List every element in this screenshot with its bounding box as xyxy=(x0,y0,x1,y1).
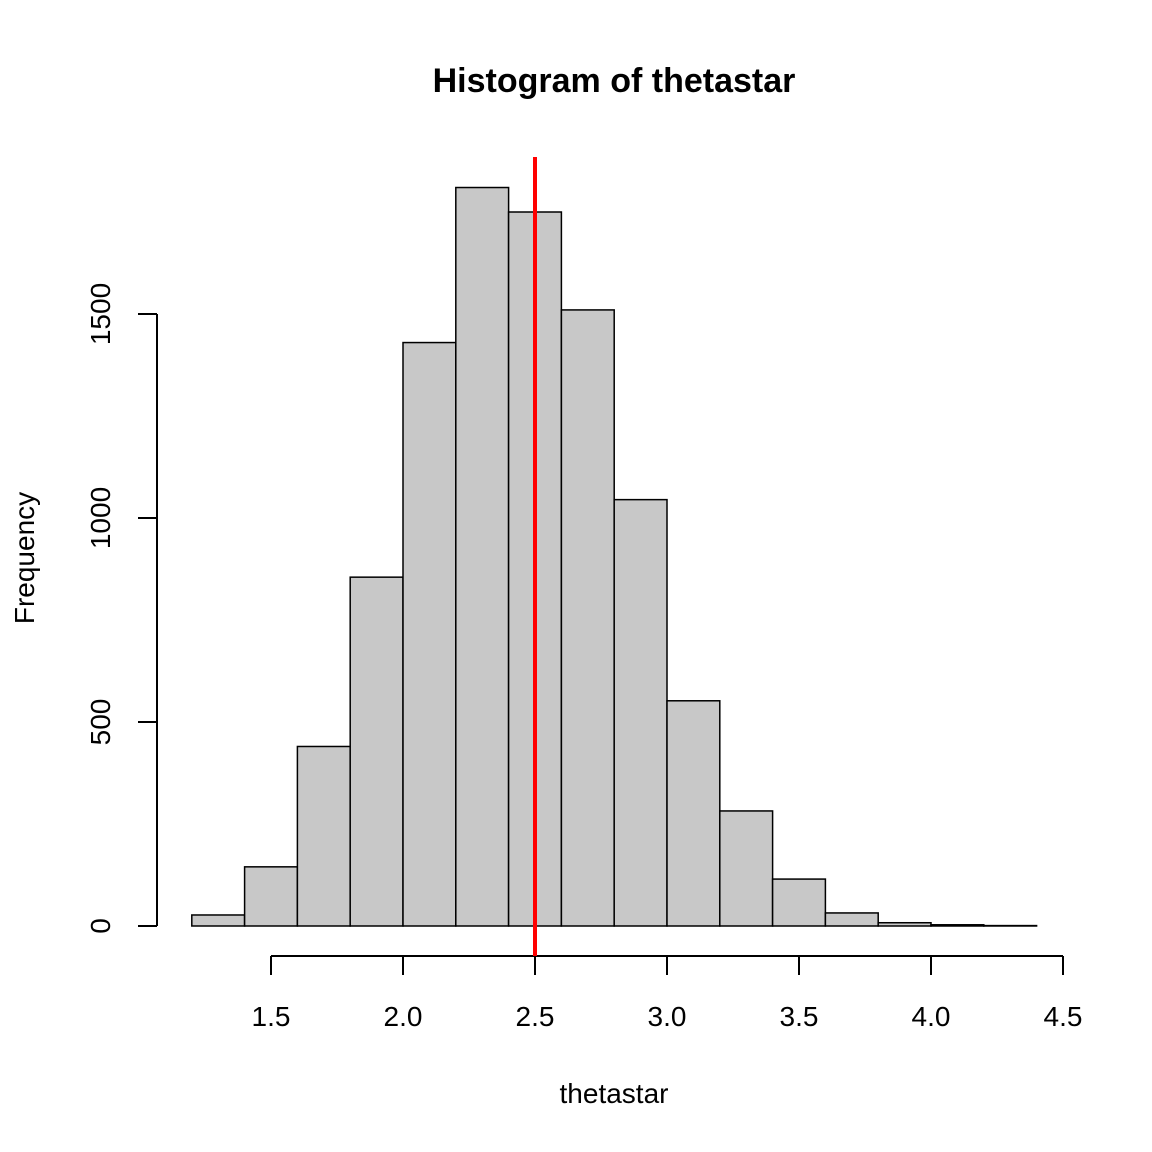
histogram-bar xyxy=(930,924,985,927)
x-tick-label: 3.5 xyxy=(780,1001,819,1032)
x-tick-label: 4.0 xyxy=(912,1001,951,1032)
x-tick-label: 4.5 xyxy=(1044,1001,1083,1032)
bars-group xyxy=(191,186,1038,927)
x-tick-label: 3.0 xyxy=(648,1001,687,1032)
histogram-bar xyxy=(877,921,932,927)
histogram-bar xyxy=(824,912,879,927)
histogram-bar xyxy=(191,914,246,927)
y-tick-label: 1000 xyxy=(85,487,116,549)
histogram-bar xyxy=(666,700,721,927)
histogram-bar xyxy=(771,878,827,927)
histogram-bar xyxy=(402,341,457,927)
histogram-bar xyxy=(455,186,510,927)
x-axis-label: thetastar xyxy=(560,1078,669,1109)
y-tick-label: 500 xyxy=(85,699,116,746)
histogram-bar xyxy=(296,745,351,927)
y-tick-label: 0 xyxy=(85,918,116,934)
y-tick-label: 1500 xyxy=(85,283,116,345)
x-tick-label: 2.5 xyxy=(516,1001,555,1032)
x-tick-label: 2.0 xyxy=(384,1001,423,1032)
y-axis: 0 500 1000 1500 xyxy=(85,283,158,934)
x-axis: 1.5 2.0 2.5 3.0 3.5 4.0 4.5 xyxy=(252,955,1083,1032)
chart-title: Histogram of thetastar xyxy=(433,62,796,100)
histogram-bar xyxy=(349,576,404,927)
histogram-bar xyxy=(613,498,668,927)
histogram-bar xyxy=(243,866,299,927)
x-tick-label: 1.5 xyxy=(252,1001,291,1032)
histogram-bar xyxy=(719,810,774,927)
y-axis-label: Frequency xyxy=(9,492,40,624)
histogram-bar xyxy=(560,309,615,927)
